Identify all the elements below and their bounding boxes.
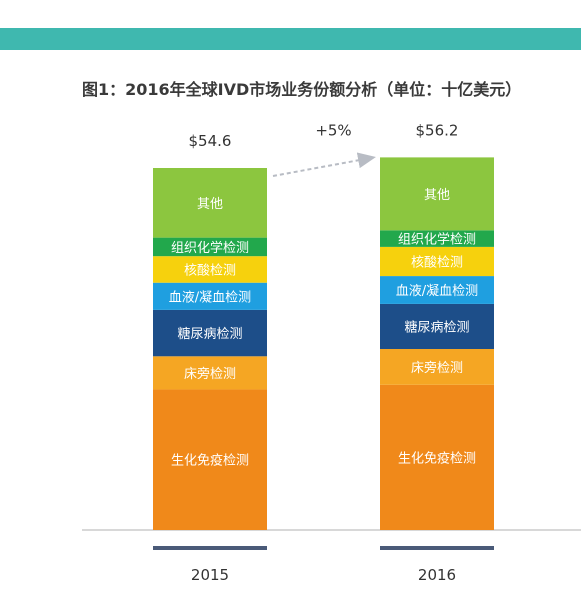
bar-segment-2016-床旁检测	[380, 349, 494, 385]
segment-label-2016-床旁检测: 床旁检测	[411, 360, 463, 376]
segment-label-2015-血液-凝血检测: 血液/凝血检测	[169, 289, 251, 305]
growth-label: +5%	[315, 121, 351, 139]
segment-label-2015-糖尿病检测: 糖尿病检测	[177, 326, 242, 342]
header-band	[0, 28, 581, 50]
bar-segment-2015-血液-凝血检测	[153, 282, 267, 310]
segment-label-2015-其他: 其他	[197, 197, 223, 212]
bar-segment-2015-床旁检测	[153, 356, 267, 390]
segment-label-2016-核酸检测: 核酸检测	[411, 255, 463, 270]
bar-segment-2016-核酸检测	[380, 246, 494, 277]
bar-segment-2016-糖尿病检测	[380, 303, 494, 349]
segment-label-2015-生化免疫检测: 生化免疫检测	[171, 453, 249, 469]
bar-segment-2015-其他	[153, 168, 267, 238]
segment-label-2015-床旁检测: 床旁检测	[184, 366, 236, 382]
bar-segment-2016-血液-凝血检测	[380, 276, 494, 304]
segment-label-2016-血液-凝血检测: 血液/凝血检测	[396, 283, 478, 299]
segment-label-2015-组织化学检测: 组织化学检测	[171, 240, 249, 256]
year-marker-2016	[380, 546, 494, 550]
growth-arrow	[272, 152, 376, 177]
total-label-2016: $56.2	[416, 121, 459, 139]
bar-segment-2016-组织化学检测	[380, 230, 494, 247]
bar-segment-2015-组织化学检测	[153, 237, 267, 257]
bar-segment-2015-生化免疫检测	[153, 389, 267, 530]
bar-segment-2015-糖尿病检测	[153, 309, 267, 357]
segment-label-2016-生化免疫检测: 生化免疫检测	[398, 450, 476, 466]
segment-label-2016-组织化学检测: 组织化学检测	[398, 232, 476, 248]
bar-segment-2016-生化免疫检测	[380, 384, 494, 530]
category-label-2016: 2016	[418, 566, 456, 584]
bar-segment-2016-其他	[380, 157, 494, 231]
year-marker-2015	[153, 546, 267, 550]
bar-segment-2015-核酸检测	[153, 256, 267, 283]
segment-label-2016-其他: 其他	[424, 188, 450, 203]
category-label-2015: 2015	[191, 566, 229, 584]
total-label-2015: $54.6	[189, 132, 232, 150]
segment-label-2015-核酸检测: 核酸检测	[184, 263, 236, 278]
chart-title: 图1：2016年全球IVD市场业务份额分析（单位：十亿美元）	[82, 80, 522, 99]
segment-label-2016-糖尿病检测: 糖尿病检测	[404, 319, 469, 335]
